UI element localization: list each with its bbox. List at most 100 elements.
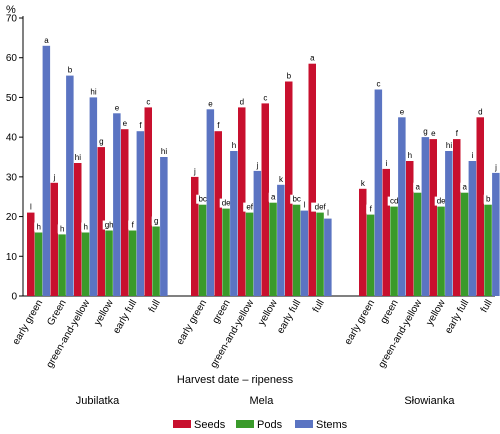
category-label: full (147, 298, 163, 315)
pods-bar (437, 206, 445, 296)
category-label: green-and-yellow (208, 297, 256, 370)
seeds-bar-label: c (263, 93, 267, 102)
stems-bar (160, 157, 168, 296)
y-tick-label: 30 (6, 172, 18, 183)
pods-label-backdrop (460, 182, 470, 192)
seeds-bar-label: j (53, 173, 56, 182)
category-label: full (479, 298, 495, 315)
legend-swatch (236, 420, 254, 428)
pods-bar (413, 192, 422, 296)
seeds-bar-label: b (287, 72, 292, 81)
pods-label-backdrop (219, 198, 233, 208)
y-tick-label: 50 (6, 93, 18, 104)
pods-bar (128, 230, 137, 296)
pods-bar-label: a (462, 183, 467, 192)
seeds-bar-label: d (240, 97, 244, 106)
stems-bar (324, 218, 332, 296)
pods-label-backdrop (268, 192, 278, 202)
pods-bar-label: de (437, 197, 446, 206)
stems-bar (206, 109, 215, 296)
stems-bar-label: j (256, 161, 259, 170)
pods-bar (58, 234, 66, 296)
stems-bar (89, 97, 98, 297)
y-tick-label: 70 (6, 14, 18, 25)
pods-bar (366, 214, 375, 296)
pods-bar (269, 202, 277, 296)
pods-label-backdrop (102, 220, 116, 230)
stems-bar-label: e (115, 103, 120, 112)
seeds-bar (406, 161, 414, 296)
pods-bar (460, 192, 469, 296)
bar-group: k f c early green i cd e green h a g green-and-yell… (343, 80, 500, 370)
category-label: early green (175, 298, 210, 347)
seeds-bar-label: d (478, 107, 482, 116)
seeds-bar (74, 163, 82, 296)
y-tick-label: 40 (6, 133, 18, 144)
category-label: early green (343, 298, 378, 347)
stems-bar (277, 184, 285, 296)
pods-label-backdrop (57, 224, 67, 234)
pods-label-backdrop (196, 194, 210, 204)
pods-bar (152, 226, 160, 296)
pods-bar-label: h (83, 223, 87, 232)
seeds-bar-label: e (123, 119, 128, 128)
pods-bar (292, 204, 301, 296)
seeds-bar-label: e (431, 129, 436, 138)
seeds-bar-label: k (361, 179, 366, 188)
pods-bar-label: gh (105, 221, 114, 230)
legend-item-stems: Stems (295, 419, 348, 431)
stems-bar (253, 170, 262, 296)
pods-label-backdrop (243, 202, 257, 212)
seeds-bar (429, 139, 437, 296)
seeds-bar (50, 182, 58, 296)
seeds-bar-label: h (408, 151, 412, 160)
pods-bar-label: g (154, 217, 158, 226)
pods-label-backdrop (151, 216, 161, 226)
stems-bar (300, 210, 309, 296)
stems-bar-label: e (400, 107, 405, 116)
seeds-bar (27, 212, 35, 296)
category-label: early green (11, 298, 46, 347)
pods-label-backdrop (434, 196, 448, 206)
legend-label: Seeds (194, 419, 226, 431)
stems-bar-label: e (208, 99, 213, 108)
seeds-bar-label: g (99, 137, 103, 146)
seeds-bar-label: i (386, 159, 388, 168)
pods-bar (34, 232, 43, 296)
pods-label-backdrop (387, 196, 401, 206)
category-label: full (311, 298, 327, 315)
seeds-bar (382, 168, 390, 296)
stems-bar-label: b (68, 66, 73, 75)
pods-bar-label: h (60, 224, 64, 233)
stems-bar-label: hi (90, 87, 96, 96)
stems-bar-label: j (494, 163, 497, 172)
legend-item-pods: Pods (236, 419, 283, 431)
pods-bar-label: h (36, 223, 40, 232)
pods-bar-label: def (315, 203, 327, 212)
pods-bar (81, 232, 90, 296)
group-name: Jubilatka (76, 395, 120, 407)
seeds-bar-label: j (193, 167, 196, 176)
seeds-bar (261, 103, 269, 297)
y-tick-label: 10 (6, 252, 18, 263)
stems-bar-label: h (232, 141, 236, 150)
seeds-bar (285, 81, 293, 296)
stems-bar (398, 117, 406, 296)
pods-label-backdrop (34, 222, 44, 232)
y-tick-label: 60 (6, 53, 18, 64)
pods-label-backdrop (290, 194, 304, 204)
seeds-bar (144, 107, 152, 297)
seeds-bar (359, 188, 367, 296)
pods-label-backdrop (81, 222, 91, 232)
seeds-bar-label: l (30, 203, 32, 212)
stems-bar (468, 161, 477, 296)
stems-bar (421, 137, 430, 296)
group-names: Jubilatka Mela Słowianka (76, 395, 456, 407)
stems-bar (492, 172, 500, 296)
seeds-bar-label: f (456, 129, 459, 138)
stems-bar-label: i (472, 151, 474, 160)
seeds-bar-label: a (310, 54, 315, 63)
